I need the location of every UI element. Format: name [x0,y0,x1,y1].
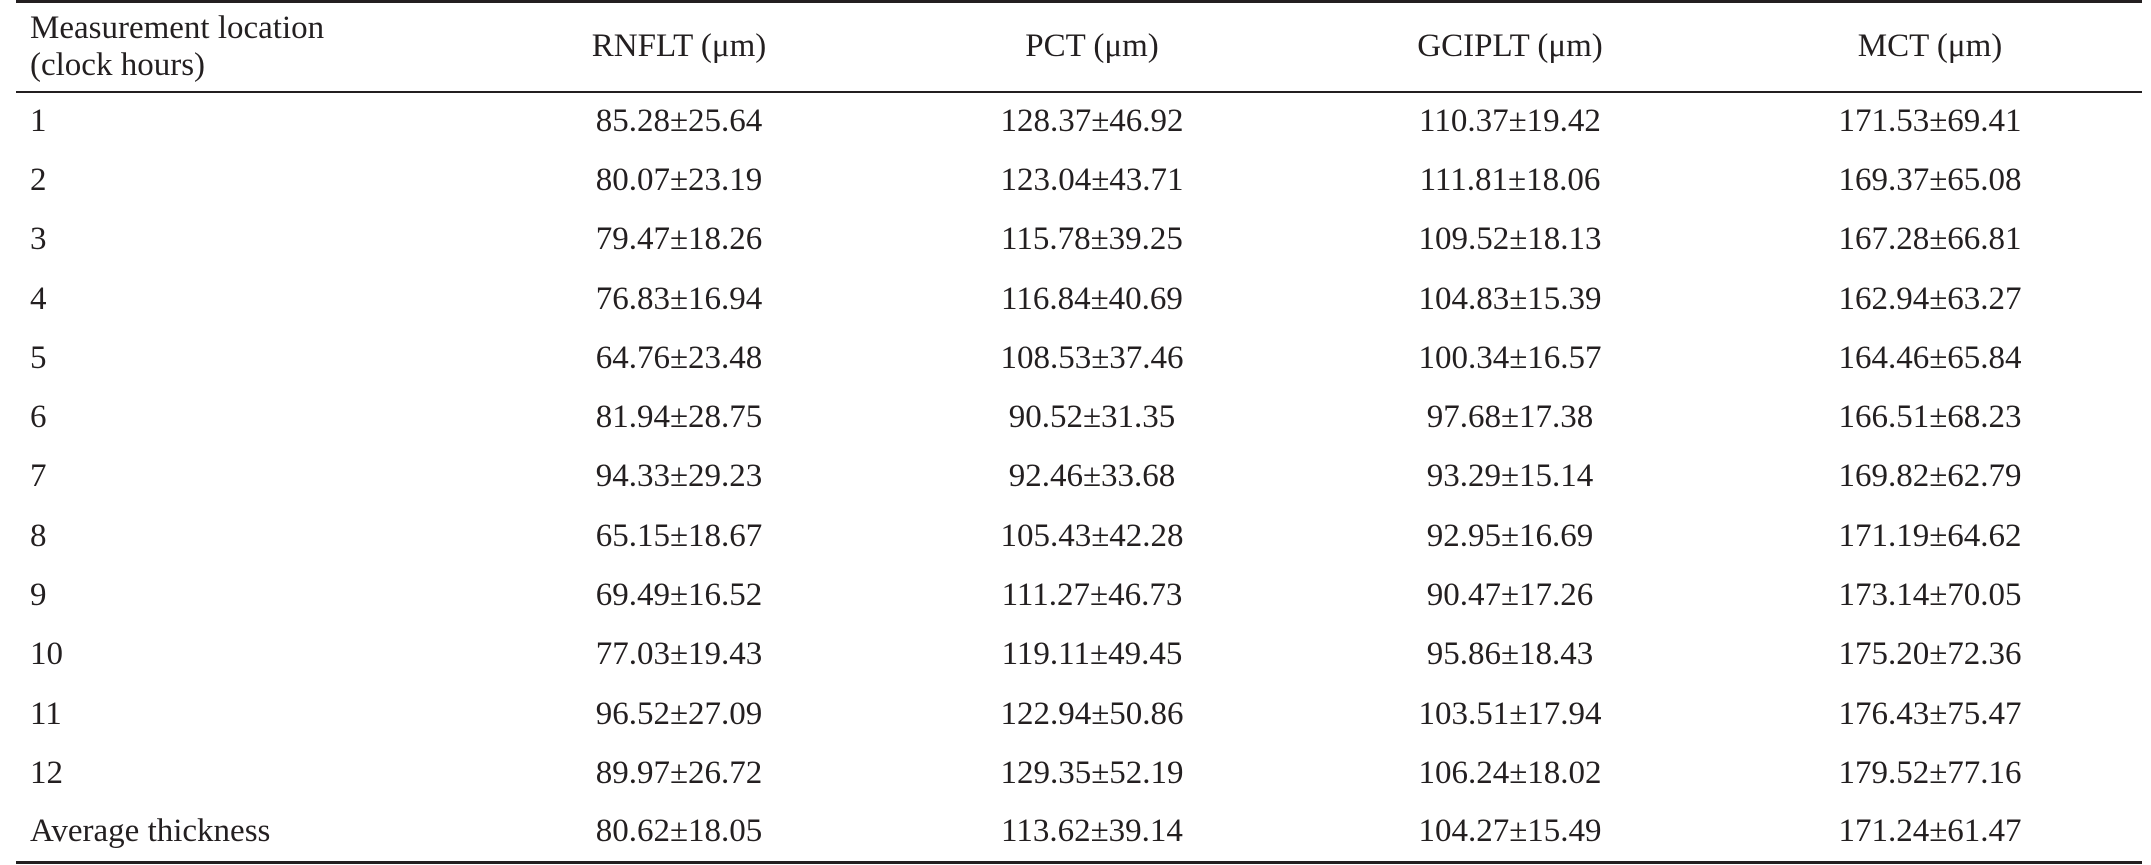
cell-gciplt: 95.86±18.43 [1426,636,1594,673]
cell-gciplt: 109.52±18.13 [1418,221,1602,258]
thickness-table: Measurement location (clock hours) RNFLT… [16,0,2142,864]
table-row: 3 79.47±18.26 115.78±39.25 109.52±18.13 167.… [16,210,2142,269]
cell-rnflt: 81.94±28.75 [595,399,763,436]
table-row: 9 69.49±16.52 111.27±46.73 90.47±17.26 173.1… [16,566,2142,625]
cell-mct: 171.24±61.47 [1718,803,2142,864]
thickness-table-container: Measurement location (clock hours) RNFLT… [16,0,2142,864]
cell-location: 1 [30,103,47,140]
cell-pct: 111.27±46.73 [1001,577,1183,614]
cell-rnflt: 79.47±18.26 [595,221,763,258]
header-pct: PCT (μm) [882,0,1302,93]
cell-mct: 173.14±70.05 [1838,577,2022,614]
cell-location: 8 [30,517,47,554]
cell-rnflt: 96.52±27.09 [595,695,763,732]
header-location-line2: (clock hours) [30,46,206,83]
table-row: Average thickness 80.62±18.05 113.62±39.14… [16,803,2142,864]
cell-location: Average thickness [16,803,476,864]
cell-location: 4 [30,280,47,317]
cell-rnflt: 80.62±18.05 [476,803,882,864]
cell-pct: 116.84±40.69 [1001,280,1183,317]
cell-rnflt: 89.97±26.72 [595,754,763,791]
cell-pct: 92.46±33.68 [1008,458,1176,495]
cell-gciplt: 106.24±18.02 [1418,754,1602,791]
cell-mct: 176.43±75.47 [1838,695,2022,732]
table-row: 5 64.76±23.48 108.53±37.46 100.34±16.57 164.… [16,329,2142,388]
cell-location: 3 [30,221,47,258]
cell-mct: 171.19±64.62 [1838,517,2022,554]
cell-location: 10 [30,636,63,673]
cell-rnflt: 64.76±23.48 [595,339,763,376]
header-measurement-location: Measurement location (clock hours) [16,0,476,93]
cell-mct: 162.94±63.27 [1838,280,2022,317]
cell-gciplt: 110.37±19.42 [1419,103,1601,140]
table-row: 10 77.03±19.43 119.11±49.45 95.86±18.43 175.… [16,625,2142,684]
cell-rnflt: 69.49±16.52 [595,577,763,614]
cell-mct: 171.53±69.41 [1838,103,2022,140]
cell-location: 12 [30,754,63,791]
cell-location: 5 [30,339,47,376]
cell-location: 2 [30,161,47,198]
header-row: Measurement location (clock hours) RNFLT… [16,0,2142,93]
cell-gciplt: 104.83±15.39 [1418,280,1602,317]
cell-pct: 129.35±52.19 [1000,754,1184,791]
cell-pct: 119.11±49.45 [1001,636,1183,673]
cell-rnflt: 85.28±25.64 [595,103,763,140]
cell-pct: 115.78±39.25 [1001,221,1183,258]
cell-mct: 169.37±65.08 [1838,161,2022,198]
cell-gciplt: 97.68±17.38 [1426,399,1594,436]
cell-gciplt: 100.34±16.57 [1418,339,1602,376]
header-rnflt: RNFLT (μm) [476,0,882,93]
cell-location: 6 [30,399,47,436]
cell-gciplt: 104.27±15.49 [1302,803,1718,864]
cell-gciplt: 92.95±16.69 [1426,517,1594,554]
cell-mct: 175.20±72.36 [1838,636,2022,673]
cell-rnflt: 80.07±23.19 [595,161,763,198]
cell-pct: 113.62±39.14 [882,803,1302,864]
table-row: 1 85.28±25.64 128.37±46.92 110.37±19.42 171.… [16,92,2142,151]
table-body: 1 85.28±25.64 128.37±46.92 110.37±19.42 171.… [16,92,2142,864]
cell-mct: 164.46±65.84 [1838,339,2022,376]
header-gciplt: GCIPLT (μm) [1302,0,1718,93]
cell-gciplt: 103.51±17.94 [1418,695,1602,732]
cell-pct: 105.43±42.28 [1000,517,1184,554]
cell-mct: 167.28±66.81 [1838,221,2022,258]
cell-mct: 166.51±68.23 [1838,399,2022,436]
cell-pct: 122.94±50.86 [1000,695,1184,732]
table-row: 12 89.97±26.72 129.35±52.19 106.24±18.02 179… [16,744,2142,803]
cell-mct: 179.52±77.16 [1838,754,2022,791]
table-row: 8 65.15±18.67 105.43±42.28 92.95±16.69 171.1… [16,507,2142,566]
table-row: 11 96.52±27.09 122.94±50.86 103.51±17.94 176… [16,684,2142,743]
table-header: Measurement location (clock hours) RNFLT… [16,0,2142,93]
cell-gciplt: 93.29±15.14 [1426,458,1594,495]
header-mct: MCT (μm) [1718,0,2142,93]
cell-gciplt: 90.47±17.26 [1426,577,1594,614]
cell-rnflt: 77.03±19.43 [595,636,763,673]
cell-location: 11 [30,695,62,732]
table-row: 2 80.07±23.19 123.04±43.71 111.81±18.06 169.… [16,151,2142,210]
cell-gciplt: 111.81±18.06 [1419,161,1601,198]
cell-pct: 90.52±31.35 [1008,399,1176,436]
table-row: 4 76.83±16.94 116.84±40.69 104.83±15.39 162.… [16,269,2142,328]
table-row: 7 94.33±29.23 92.46±33.68 93.29±15.14 169.82… [16,447,2142,506]
cell-location: 9 [30,577,47,614]
cell-mct: 169.82±62.79 [1838,458,2022,495]
cell-pct: 108.53±37.46 [1000,339,1184,376]
header-location-line1: Measurement location [30,9,325,46]
cell-rnflt: 65.15±18.67 [595,517,763,554]
table-row: 6 81.94±28.75 90.52±31.35 97.68±17.38 166.51… [16,388,2142,447]
cell-pct: 128.37±46.92 [1000,103,1184,140]
cell-location: 7 [30,458,47,495]
cell-pct: 123.04±43.71 [1000,161,1184,198]
cell-rnflt: 76.83±16.94 [595,280,763,317]
cell-rnflt: 94.33±29.23 [595,458,763,495]
